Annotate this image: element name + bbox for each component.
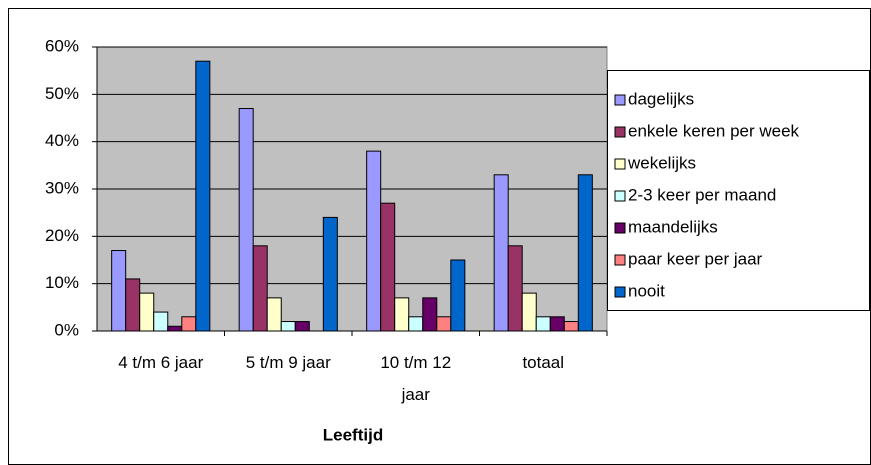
y-tick-label: 0% bbox=[54, 320, 79, 339]
y-tick-label: 30% bbox=[45, 178, 79, 197]
legend-label: wekelijks bbox=[627, 153, 696, 172]
bar bbox=[563, 321, 579, 332]
bar bbox=[125, 278, 141, 332]
x-tick-label: 4 t/m 6 jaar bbox=[118, 353, 204, 372]
bar bbox=[280, 321, 296, 332]
bar bbox=[422, 297, 438, 332]
y-tick-label: 40% bbox=[45, 131, 79, 150]
bar bbox=[181, 316, 197, 332]
bar bbox=[507, 245, 523, 332]
bar bbox=[450, 259, 466, 332]
legend-label: paar keer per jaar bbox=[628, 249, 763, 268]
bar bbox=[535, 316, 551, 332]
bar bbox=[322, 216, 338, 332]
legend-label: dagelijks bbox=[628, 89, 694, 108]
bar bbox=[394, 297, 410, 332]
x-tick-label: totaal bbox=[522, 353, 565, 372]
bar bbox=[252, 245, 268, 332]
legend-label: enkele keren per week bbox=[628, 121, 800, 140]
legend-swatch bbox=[614, 158, 626, 170]
bar bbox=[493, 174, 509, 332]
legend-swatch bbox=[614, 190, 626, 202]
bar bbox=[549, 316, 565, 332]
bar bbox=[266, 297, 282, 332]
bar bbox=[139, 292, 155, 332]
legend-label: 2-3 keer per maand bbox=[628, 185, 776, 204]
bar bbox=[153, 311, 169, 332]
bar bbox=[294, 321, 310, 332]
bar bbox=[167, 325, 183, 332]
bar bbox=[380, 202, 396, 332]
bar bbox=[111, 250, 127, 332]
y-tick-label: 60% bbox=[45, 36, 79, 55]
bar bbox=[195, 60, 211, 332]
bar bbox=[521, 292, 537, 332]
bar bbox=[436, 316, 452, 332]
legend-label: nooit bbox=[628, 281, 665, 300]
y-tick-label: 50% bbox=[45, 84, 79, 103]
x-tick-label: 10 t/m 12 jaar bbox=[380, 353, 452, 404]
y-tick-label: 10% bbox=[45, 273, 79, 292]
legend-swatch bbox=[614, 222, 626, 234]
bar bbox=[366, 150, 382, 332]
legend-label: maandelijks bbox=[628, 217, 718, 236]
legend-swatch bbox=[614, 286, 626, 298]
y-tick-label: 20% bbox=[45, 226, 79, 245]
legend-swatch bbox=[614, 126, 626, 138]
legend-box bbox=[607, 70, 870, 311]
legend-swatch bbox=[614, 94, 626, 106]
bar bbox=[408, 316, 424, 332]
x-tick-label: 5 t/m 9 jaar bbox=[245, 353, 331, 372]
legend-swatch bbox=[614, 254, 626, 266]
x-axis-title: Leeftijd bbox=[323, 425, 383, 444]
bar bbox=[238, 108, 254, 332]
bar bbox=[577, 174, 593, 332]
